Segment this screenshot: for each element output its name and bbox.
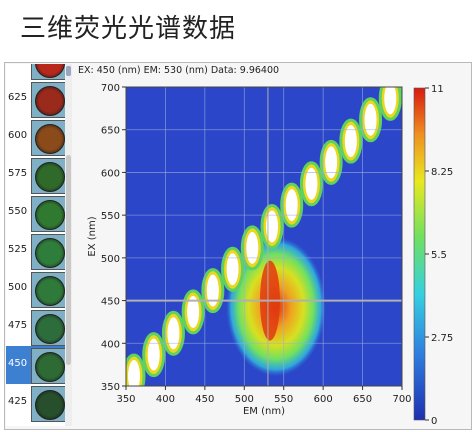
thumbnail-item[interactable]: 525 (6, 232, 68, 270)
y-tick-label: 450 (101, 297, 120, 308)
y-tick-label: 700 (101, 83, 120, 94)
page-title: 三维荧光光谱数据 (20, 14, 237, 44)
colorbar-tick-label: 11 (431, 84, 444, 95)
thumbnail-label: 425 (8, 396, 28, 407)
y-tick-label: 350 (101, 382, 120, 393)
x-tick-label: 400 (156, 394, 175, 405)
scatter-ridge-core (128, 360, 140, 386)
colorbar-tick-label: 8.25 (431, 167, 453, 178)
y-tick-label: 400 (101, 339, 120, 350)
scatter-ridge-core (364, 103, 377, 136)
status-readout: EX: 450 (nm) EM: 530 (nm) Data: 9.96400 (78, 65, 280, 76)
sample-well-icon (35, 352, 65, 382)
plot-border (125, 86, 403, 387)
scatter-ridge-core (187, 295, 200, 328)
thumbnail-item[interactable]: 475 (6, 308, 68, 346)
sample-well-icon (35, 86, 65, 116)
scatter-ridge-core (325, 146, 338, 179)
sample-well-icon (35, 124, 65, 154)
scatter-ridge-core (384, 87, 397, 115)
sample-well-icon (35, 238, 65, 268)
colorbar-tick-label: 2.75 (431, 333, 453, 344)
colorbar-tick-label: 0 (431, 416, 437, 427)
thumbnail-label: 475 (8, 320, 28, 331)
thumbnail-frame (31, 82, 67, 118)
sidebar-scroll-thumb[interactable] (66, 155, 71, 365)
scatter-ridge-core (167, 317, 180, 350)
x-tick-label: 700 (392, 394, 411, 405)
sample-well-icon (35, 162, 65, 192)
scatter-ridge-core (226, 253, 239, 286)
scatter-ridge-core (206, 274, 219, 307)
scatter-ridge-core (305, 167, 318, 200)
colorbar (413, 87, 426, 421)
x-tick-label: 600 (314, 394, 333, 405)
scatter-ridge-core (344, 125, 357, 158)
sample-well-icon (35, 200, 65, 230)
scatter-ridge-core (147, 338, 160, 371)
sample-well-icon (35, 314, 65, 344)
scatter-ridge-core (246, 231, 259, 264)
y-tick-label: 650 (101, 126, 120, 137)
thumbnail-label: 625 (8, 92, 28, 103)
thumbnail-frame (31, 348, 67, 384)
scatter-ridge-core (285, 189, 298, 222)
thumbnail-frame (31, 310, 67, 346)
thumbnail-label: 525 (8, 244, 28, 255)
thumbnail-label: 550 (8, 206, 28, 217)
scroll-up-icon[interactable] (66, 66, 71, 76)
sample-well-icon (35, 390, 65, 420)
x-axis-label: EM (nm) (243, 406, 285, 417)
y-axis-label: EX (nm) (87, 216, 98, 256)
x-tick-label: 450 (195, 394, 214, 405)
thumbnail-label: 600 (8, 130, 28, 141)
plot-area (126, 87, 402, 386)
thumbnail-label: 500 (8, 282, 28, 293)
x-tick-label: 500 (235, 394, 254, 405)
thumbnail-item[interactable]: 450 (6, 346, 68, 384)
scatter-ridge-core (266, 210, 278, 243)
y-tick-label: 500 (101, 254, 120, 265)
thumbnail-item[interactable]: 625 (6, 80, 68, 118)
colorbar-tick-label: 5.5 (431, 250, 447, 261)
y-tick-label: 600 (101, 168, 120, 179)
thumbnail-label: 450 (8, 358, 28, 369)
thumbnail-sidebar[interactable]: 625 600 575 550 525 500 475 450 425 (6, 64, 69, 426)
thumbnail-label: 575 (8, 168, 28, 179)
x-tick-label: 650 (353, 394, 372, 405)
x-tick-label: 550 (274, 394, 293, 405)
x-tick-label: 350 (116, 394, 135, 405)
y-tick-label: 550 (101, 211, 120, 222)
thumbnail-frame (31, 234, 67, 270)
sample-well-icon (35, 276, 65, 306)
